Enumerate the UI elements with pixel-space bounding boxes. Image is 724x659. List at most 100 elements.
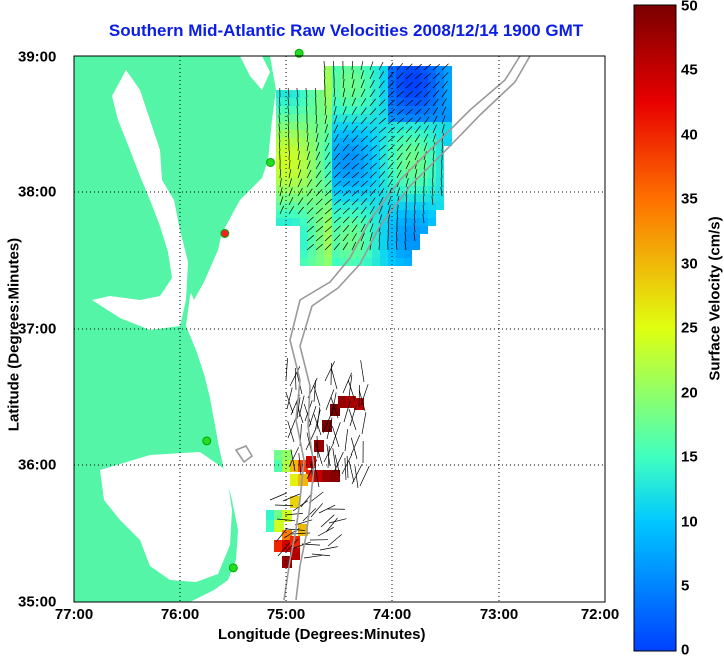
velocity-cell — [428, 66, 436, 74]
velocity-cell — [420, 154, 428, 162]
velocity-cell — [316, 226, 324, 234]
velocity-cell — [436, 90, 444, 98]
velocity-cell — [356, 114, 364, 122]
velocity-cell — [372, 242, 380, 250]
velocity-cell — [356, 138, 364, 146]
velocity-vector — [342, 198, 351, 206]
velocity-cell — [436, 66, 444, 74]
velocity-cell — [396, 138, 404, 146]
velocity-vector — [333, 143, 340, 152]
velocity-vector — [315, 442, 323, 465]
velocity-vector — [314, 409, 321, 432]
velocity-vector — [423, 142, 428, 152]
velocity-vector — [333, 171, 341, 179]
delaware-bay — [240, 56, 270, 90]
velocity-cell — [380, 242, 388, 250]
velocity-cell — [356, 242, 364, 250]
velocity-cell — [348, 258, 356, 266]
velocity-cell — [444, 66, 452, 74]
velocity-cell — [308, 218, 316, 226]
velocity-vector — [351, 162, 360, 170]
velocity-vector — [324, 225, 333, 233]
velocity-vector — [413, 214, 416, 224]
velocity-vector — [324, 115, 328, 125]
velocity-cell — [388, 146, 396, 154]
velocity-cell — [372, 74, 380, 82]
velocity-vector — [342, 125, 349, 134]
velocity-vector — [334, 454, 341, 477]
velocity-cell — [428, 218, 436, 226]
velocity-vector — [344, 429, 348, 452]
velocity-vector — [333, 162, 341, 170]
velocity-cell — [274, 540, 284, 552]
velocity-cell — [428, 170, 436, 178]
velocity-cell — [322, 420, 332, 432]
velocity-cell — [412, 98, 420, 106]
velocity-cell — [356, 226, 364, 234]
velocity-cell — [420, 122, 428, 130]
velocity-cell — [324, 98, 332, 106]
colorbar-tick-label: 45 — [681, 61, 698, 79]
velocity-vector — [396, 62, 404, 71]
velocity-vector — [315, 160, 321, 170]
velocity-cell — [300, 130, 308, 138]
velocity-cell — [444, 98, 452, 106]
velocity-vector — [285, 392, 294, 414]
velocity-vector — [324, 234, 332, 242]
x-axis-label: Longitude (Degrees:Minutes) — [218, 626, 426, 643]
velocity-cell — [388, 202, 396, 210]
velocity-vector — [387, 108, 396, 116]
velocity-vector — [360, 206, 367, 215]
velocity-cell — [428, 162, 436, 170]
velocity-vector — [405, 72, 413, 80]
velocity-vector — [287, 417, 297, 439]
colorbar-tick-label: 15 — [681, 448, 698, 466]
velocity-vector — [346, 456, 349, 479]
velocity-cell — [324, 242, 332, 250]
velocity-vector — [348, 409, 357, 431]
velocity-vector — [396, 135, 404, 143]
velocity-vector — [414, 142, 420, 152]
velocity-vector — [414, 186, 416, 197]
velocity-cell — [340, 242, 348, 250]
velocity-vector — [387, 214, 390, 224]
velocity-cell — [404, 130, 412, 138]
velocity-cell — [436, 106, 444, 114]
velocity-vector — [431, 196, 434, 206]
velocity-cell — [284, 162, 292, 170]
velocity-cell — [290, 496, 300, 508]
velocity-vector — [342, 207, 350, 215]
velocity-cell — [428, 138, 436, 146]
velocity-cell — [380, 146, 388, 154]
velocity-cell — [340, 170, 348, 178]
velocity-vector — [306, 207, 314, 215]
velocity-cell — [300, 146, 308, 154]
velocity-cell — [300, 162, 308, 170]
velocity-vector — [306, 188, 313, 197]
velocity-cell — [364, 202, 372, 210]
velocity-vector — [387, 161, 394, 170]
velocity-vector — [310, 503, 323, 518]
velocity-vector — [315, 133, 319, 143]
velocity-cell — [388, 122, 396, 130]
bathymetry-contour-shelf — [283, 56, 521, 601]
velocity-cell — [364, 210, 372, 218]
velocity-cell — [380, 170, 388, 178]
velocity-vector — [405, 196, 408, 206]
velocity-cell — [356, 146, 364, 154]
velocity-cell — [340, 186, 348, 194]
y-tick-label: 38:00 — [18, 183, 57, 201]
velocity-vector — [278, 133, 281, 143]
velocity-cell — [292, 170, 300, 178]
velocity-vector — [441, 98, 447, 107]
velocity-vector — [441, 63, 449, 71]
velocity-vector — [324, 189, 332, 197]
velocity-vector — [315, 207, 323, 215]
velocity-vector — [315, 170, 322, 179]
velocity-vector — [441, 72, 449, 80]
velocity-cell — [292, 210, 300, 218]
velocity-cell — [372, 186, 380, 194]
velocity-vector — [360, 384, 369, 406]
velocity-vector — [378, 144, 387, 152]
velocity-cell — [380, 186, 388, 194]
